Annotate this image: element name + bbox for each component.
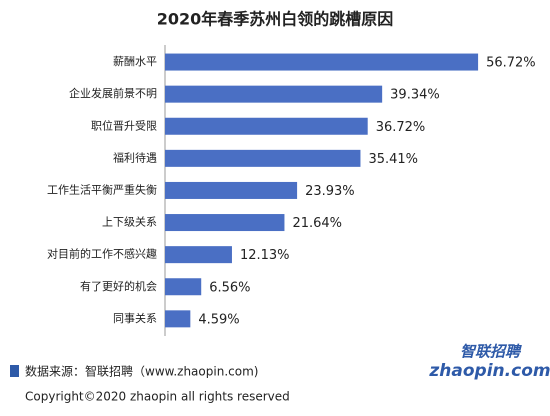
value-label: 6.56% (209, 280, 250, 295)
bar (165, 85, 383, 103)
value-label: 35.41% (368, 152, 418, 167)
copyright: Copyright©2020 zhaopin all rights reserv… (25, 390, 290, 404)
category-label: 福利待遇 (113, 150, 157, 164)
value-label: 21.64% (292, 216, 342, 231)
category-label: 职位晋升受限 (91, 118, 157, 132)
value-label: 36.72% (376, 120, 426, 135)
value-label: 12.13% (240, 248, 290, 263)
category-label: 企业发展前景不明 (69, 86, 157, 100)
category-label: 同事关系 (113, 311, 157, 325)
bar (165, 278, 202, 296)
value-label: 56.72% (486, 56, 536, 71)
bar (165, 53, 479, 71)
bar (165, 214, 285, 232)
chart-title: 2020年春季苏州白领的跳槽原因 (157, 10, 394, 29)
bar (165, 310, 191, 328)
logo-brand: 智联招聘 (460, 343, 522, 361)
bar (165, 181, 298, 199)
source-marker (10, 365, 19, 377)
category-label: 工作生活平衡严重失衡 (47, 182, 157, 196)
category-label: 薪酬水平 (113, 55, 157, 68)
category-label: 对目前的工作不感兴趣 (47, 247, 157, 261)
category-label: 上下级关系 (102, 215, 157, 229)
bar (165, 246, 232, 264)
source: 数据来源：智联招聘（www.zhaopin.com) (25, 364, 258, 379)
value-label: 23.93% (305, 184, 355, 199)
value-label: 39.34% (390, 88, 440, 103)
category-label: 有了更好的机会 (80, 279, 157, 293)
logo-domain: zhaopin.com (428, 361, 550, 381)
bar (165, 149, 361, 167)
value-label: 4.59% (198, 312, 239, 327)
bar (165, 117, 368, 135)
